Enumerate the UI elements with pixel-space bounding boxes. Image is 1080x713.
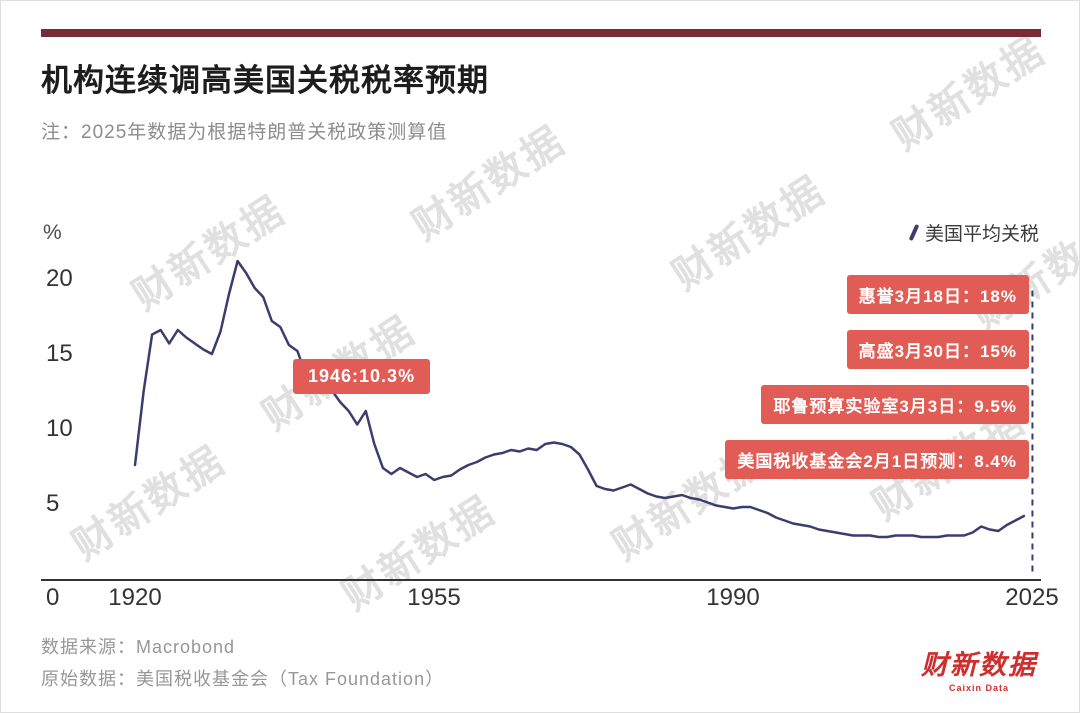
y-axis-unit-label: % (43, 221, 62, 244)
callout-yale: 耶鲁预算实验室3月3日：9.5% (761, 385, 1029, 424)
original-data-line: 原始数据：美国税收基金会（Tax Foundation） (41, 669, 445, 689)
annotation-1946: 1946:10.3% (293, 359, 431, 394)
legend: 美国平均关税 (908, 219, 1039, 246)
line-series-icon (908, 223, 920, 242)
x-tick-1955: 1955 (407, 584, 461, 611)
x-tick-2025: 2025 (1005, 584, 1059, 611)
forecast-callouts: 惠誉3月18日：18% 高盛3月30日：15% 耶鲁预算实验室3月3日：9.5%… (725, 275, 1029, 479)
line-chart-svg (133, 259, 1034, 572)
accent-top-bar (41, 29, 1041, 37)
line-chart: 20 15 10 5 0 1920 1955 1990 2025 1946:10… (41, 249, 1059, 611)
data-source-line: 数据来源：Macrobond (41, 637, 236, 657)
caixin-data-logo: 财新数据 Caixin Data (921, 643, 1037, 693)
y-tick-15: 15 (46, 340, 73, 367)
callout-goldman: 高盛3月30日：15% (846, 330, 1029, 369)
tariff-line-series (133, 259, 1026, 539)
callout-tax-foundation: 美国税收基金会2月1日预测：8.4% (725, 440, 1029, 479)
logo-caption: Caixin Data (948, 683, 1010, 693)
logo-text: 财新数据 (921, 650, 1037, 680)
page-subtitle: 注：2025年数据为根据特朗普关税政策测算值 (41, 122, 448, 143)
y-tick-10: 10 (46, 415, 73, 442)
legend-label: 美国平均关税 (924, 224, 1039, 245)
x-tick-1990: 1990 (706, 584, 760, 611)
y-tick-20: 20 (46, 265, 73, 292)
watermark: 财新数据 (885, 28, 1054, 159)
x-tick-1920: 1920 (108, 584, 162, 611)
y-tick-0: 0 (46, 584, 60, 611)
callout-fitch: 惠誉3月18日：18% (846, 275, 1029, 314)
page-title: 机构连续调高美国关税税率预期 (41, 63, 489, 98)
y-tick-5: 5 (46, 490, 60, 517)
